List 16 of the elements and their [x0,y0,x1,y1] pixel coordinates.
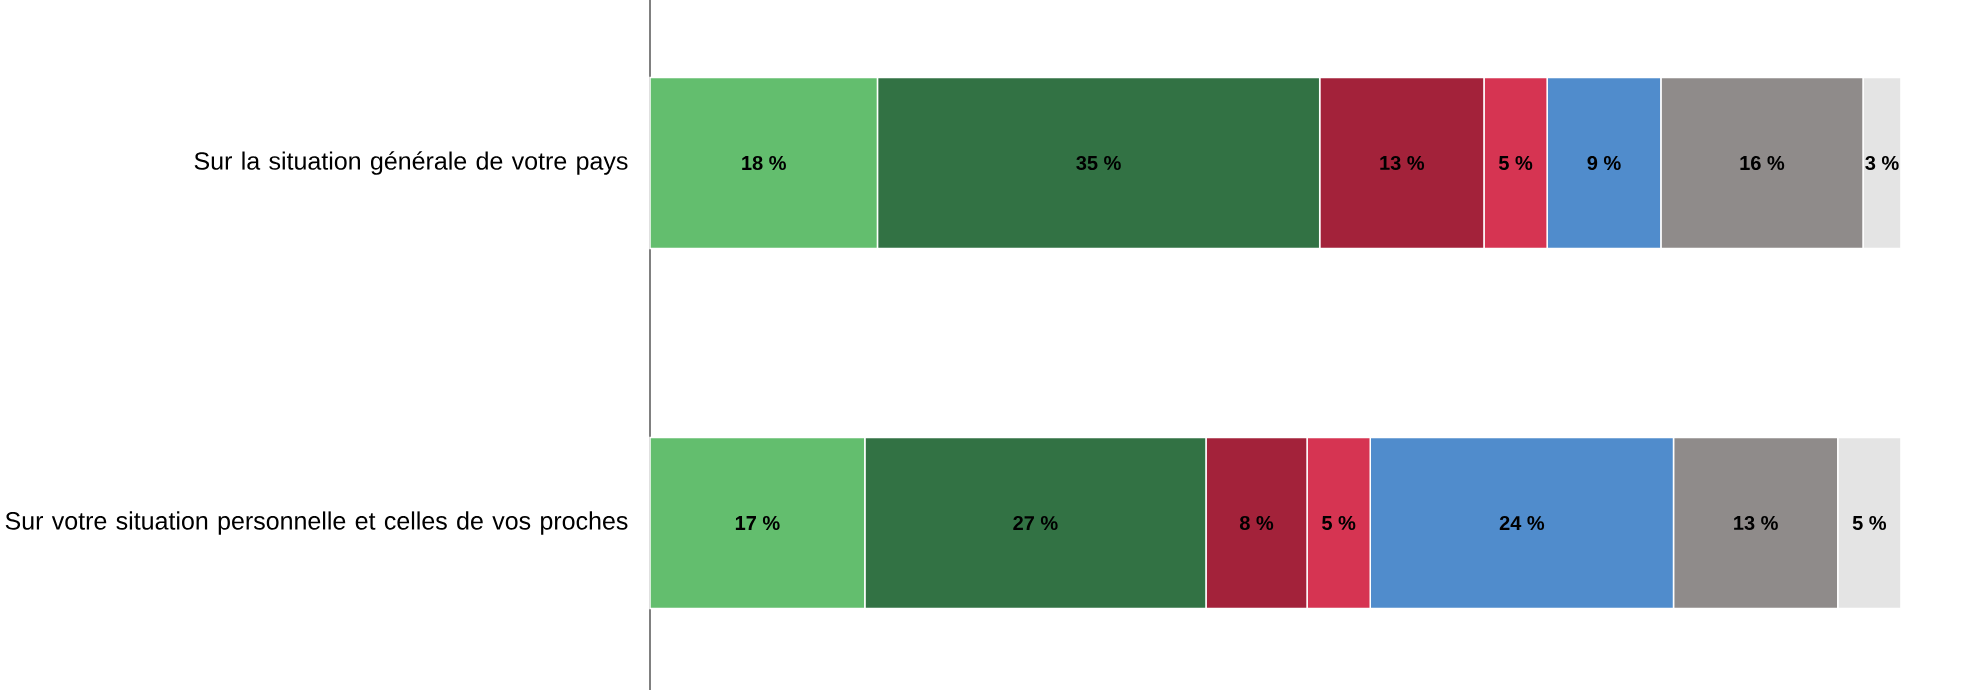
data-label: 27 % [1013,515,1058,531]
data-label: 16 % [1740,155,1785,171]
y-tick-label: Sur la situation générale de votre pays [194,151,628,175]
data-label: 18 % [742,155,786,171]
data-label: 5 % [1498,155,1533,171]
data-label: 13 % [1380,155,1425,171]
data-label: 3 % [1865,155,1899,171]
data-label: 24 % [1499,515,1545,531]
data-label: 13 % [1734,515,1778,531]
data-label: 9 % [1587,155,1621,171]
y-tick-label: Sur votre situation personnelle et celles de vos proches [5,511,628,535]
data-label: 35 % [1076,155,1121,171]
data-label: 17 % [735,515,780,531]
data-label: 5 % [1852,515,1887,531]
data-label: 8 % [1239,515,1274,531]
data-label: 5 % [1322,515,1356,531]
